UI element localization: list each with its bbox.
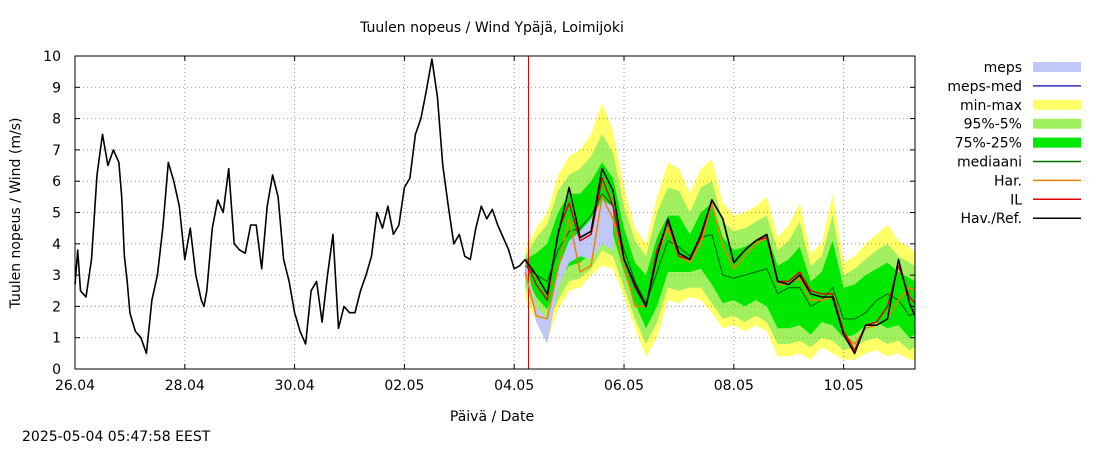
x-tick-label: 08.05 [714,378,754,394]
legend-swatch [1033,62,1081,72]
legend-label: 75%-25% [955,136,1022,152]
legend-label: IL [1010,192,1022,208]
y-tick-label: 7 [52,143,61,159]
legend-swatch [1033,118,1081,129]
y-tick-label: 4 [52,237,61,253]
x-tick-label: 26.04 [55,378,95,394]
x-tick-label: 04.05 [494,378,534,394]
legend-label: Hav./Ref. [960,211,1022,227]
x-tick-label: 30.04 [275,378,315,394]
x-axis-ticks: 26.04 28.04 30.04 02.05 04.05 06.05 08.05 10.05 [55,56,864,394]
x-tick-label: 10.05 [824,378,864,394]
x-tick-label: 02.05 [384,378,424,394]
series-hav-ref-observed [74,58,526,355]
y-axis-ticks: 0 1 2 3 4 5 6 7 8 9 10 [43,49,915,378]
series-hav-ref-forecast [524,167,916,355]
legend-swatch [1033,99,1081,110]
y-tick-label: 8 [52,112,61,128]
series-har [524,196,916,345]
y-tick-label: 2 [52,299,61,315]
x-axis-label: Päivä / Date [450,409,534,425]
band-meps [525,200,613,344]
legend-label: min-max [960,98,1022,114]
band-75-25- [525,162,915,338]
legend-label: mediaani [957,155,1022,171]
y-tick-label: 10 [43,49,61,65]
legend: meps meps-med min-max 95%-5% 75%-25% mediaani… [947,60,1081,227]
chart-title: Tuulen nopeus / Wind Ypäjä, Loimijoki [359,20,624,36]
y-tick-label: 6 [52,174,61,190]
forecast-bands [525,102,915,360]
y-tick-label: 0 [52,362,61,378]
y-tick-label: 5 [52,206,61,222]
series-lines [74,58,916,355]
x-tick-label: 06.05 [604,378,644,394]
y-tick-label: 3 [52,268,61,284]
legend-swatch [1033,137,1081,148]
series-mediaani [524,193,916,320]
y-tick-label: 9 [52,80,61,96]
y-tick-label: 1 [52,331,61,347]
legend-label: 95%-5% [964,117,1022,133]
legend-label: meps [984,60,1022,76]
timestamp: 2025-05-04 05:47:58 EEST [22,429,211,445]
legend-label: meps-med [947,79,1022,95]
x-tick-label: 28.04 [165,378,205,394]
legend-label: Har. [994,173,1022,189]
y-axis-label: Tuulen nopeus / Wind (m/s) [8,118,24,310]
